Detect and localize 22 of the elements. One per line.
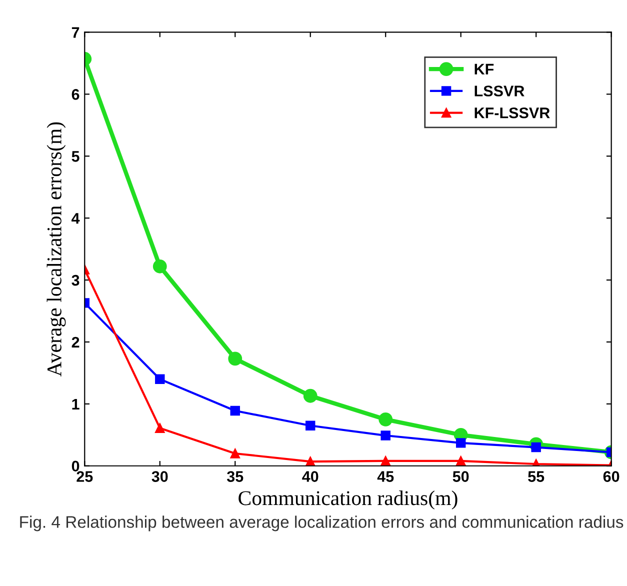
x-tick-label: 35 xyxy=(226,471,244,482)
y-tick-label: 7 xyxy=(72,27,80,38)
x-tick-label: 55 xyxy=(528,471,544,482)
y-tick-label: 0 xyxy=(72,460,80,472)
y-tick-label: 3 xyxy=(72,274,80,286)
legend-label: LSSVR xyxy=(474,86,524,96)
legend-label: KF xyxy=(474,64,494,74)
legend-label: KF-LSSVR xyxy=(474,107,550,118)
caption: Fig. 4 Relationship between average localization errors and communication radius xyxy=(20,516,624,532)
x-tick-label: 30 xyxy=(152,471,168,482)
y-tick-label: 2 xyxy=(72,336,80,348)
y-tick-label: 1 xyxy=(72,398,80,410)
x-tick-label: 25 xyxy=(76,471,93,482)
y-axis-title: Average localization errors(m) xyxy=(46,122,66,376)
x-axis-title: Communication radius(m) xyxy=(238,490,458,510)
x-tick-label: 50 xyxy=(452,471,469,482)
x-tick-label: 45 xyxy=(377,471,394,482)
y-tick-label: 6 xyxy=(72,89,80,100)
y-tick-label: 4 xyxy=(72,213,80,224)
y-tick-label: 5 xyxy=(72,151,80,162)
x-tick-label: 40 xyxy=(302,471,318,482)
x-tick-label: 60 xyxy=(603,471,620,482)
